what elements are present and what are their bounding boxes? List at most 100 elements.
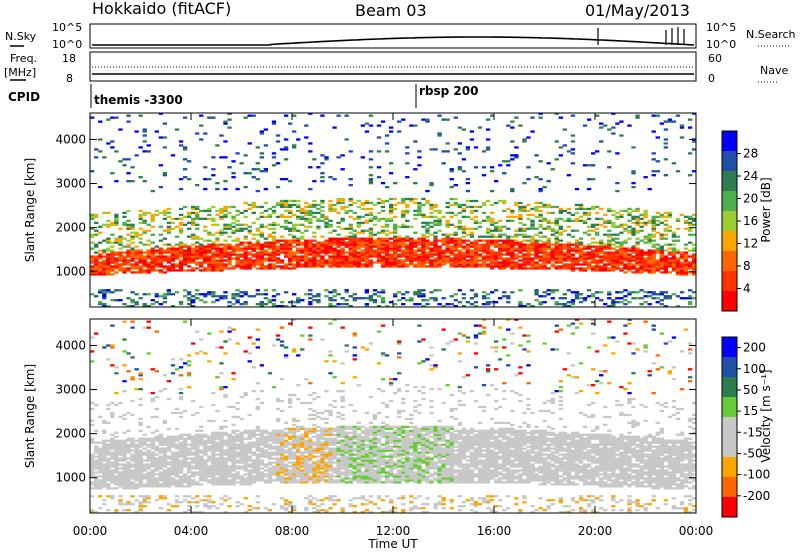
echo-cell (384, 253, 390, 256)
echo-cell (138, 463, 143, 466)
echo-cell (328, 239, 333, 242)
echo-cell (469, 233, 475, 236)
echo-cell (255, 259, 260, 262)
echo-cell (506, 243, 511, 246)
echo-cell (659, 271, 664, 274)
echo-cell (627, 301, 632, 304)
echo-cell (393, 207, 398, 211)
echo-cell (146, 467, 151, 470)
echo-cell (231, 465, 236, 468)
echo-cell (106, 467, 111, 470)
echo-cell (126, 223, 131, 226)
echo-cell (566, 257, 572, 260)
echo-cell (651, 257, 656, 260)
echo-cell (138, 267, 143, 270)
echo-cell (530, 257, 535, 260)
echo-cell (437, 245, 442, 248)
echo-cell (655, 136, 660, 139)
echo-cell (251, 233, 256, 236)
echo-cell (90, 471, 95, 474)
echo-cell (292, 293, 297, 296)
echo-cell (510, 154, 515, 157)
echo-cell (279, 261, 285, 264)
echo-cell (534, 253, 539, 256)
echo-cell (199, 433, 204, 436)
echo-cell (554, 217, 559, 220)
echo-cell (130, 247, 135, 250)
echo-cell (578, 247, 584, 250)
echo-cell (550, 257, 555, 260)
echo-cell (441, 305, 446, 308)
echo-cell (292, 235, 297, 238)
echo-cell (308, 247, 313, 250)
echo-cell (550, 168, 555, 171)
echo-cell (122, 267, 127, 270)
echo-cell (691, 257, 697, 260)
echo-cell (292, 251, 297, 254)
echo-cell (146, 501, 151, 504)
echo-cell (203, 447, 208, 450)
echo-cell (166, 251, 172, 254)
echo-cell (251, 461, 256, 464)
echo-cell (211, 267, 216, 270)
echo-cell (263, 241, 269, 244)
echo-cell (191, 233, 196, 236)
echo-cell (162, 146, 168, 149)
echo-cell (659, 237, 664, 240)
echo-cell (409, 225, 414, 228)
echo-cell (94, 263, 99, 266)
echo-cell (122, 413, 127, 417)
echo-cell (292, 259, 297, 262)
echo-cell (320, 201, 325, 205)
echo-cell (510, 235, 515, 238)
echo-cell (195, 459, 200, 462)
echo-cell (199, 255, 204, 258)
echo-cell (356, 239, 361, 242)
echo-cell (364, 259, 370, 262)
echo-cell (106, 271, 111, 274)
echo-cell (231, 453, 236, 456)
echo-cell (590, 164, 596, 167)
echo-cell (227, 223, 232, 226)
echo-cell (542, 217, 547, 220)
echo-cell (134, 459, 139, 462)
echo-cell (659, 245, 664, 248)
echo-cell (586, 289, 592, 292)
echo-cell (227, 257, 232, 260)
echo-cell (538, 187, 543, 191)
echo-cell (251, 471, 256, 474)
echo-cell (526, 245, 531, 248)
echo-cell (170, 247, 176, 250)
echo-cell (457, 265, 462, 268)
echo-cell (639, 265, 644, 268)
echo-cell (219, 261, 224, 264)
echo-cell (473, 199, 479, 203)
echo-cell (514, 241, 519, 244)
echo-cell (130, 166, 135, 169)
echo-cell (364, 263, 370, 266)
echo-cell (498, 251, 503, 254)
echo-cell (429, 291, 434, 294)
echo-cell (211, 453, 216, 456)
echo-cell (94, 467, 99, 470)
echo-cell (207, 259, 212, 262)
date-label: 01/May/2013 (585, 1, 690, 20)
echo-cell (510, 245, 515, 248)
echo-cell (263, 441, 269, 444)
echo-cell (441, 255, 446, 258)
echo-cell (94, 481, 99, 484)
echo-cell (279, 148, 285, 151)
echo-cell (554, 140, 559, 143)
echo-cell (578, 269, 584, 272)
echo-cell (239, 229, 244, 232)
echo-cell (255, 255, 260, 258)
echo-cell (227, 451, 232, 454)
echo-cell (146, 473, 151, 476)
echo-cell (142, 443, 147, 446)
echo-cell (691, 267, 697, 270)
echo-cell (227, 225, 232, 228)
echo-cell (344, 265, 349, 268)
echo-cell (518, 201, 523, 205)
echo-cell (178, 358, 184, 361)
echo-cell (227, 437, 232, 440)
